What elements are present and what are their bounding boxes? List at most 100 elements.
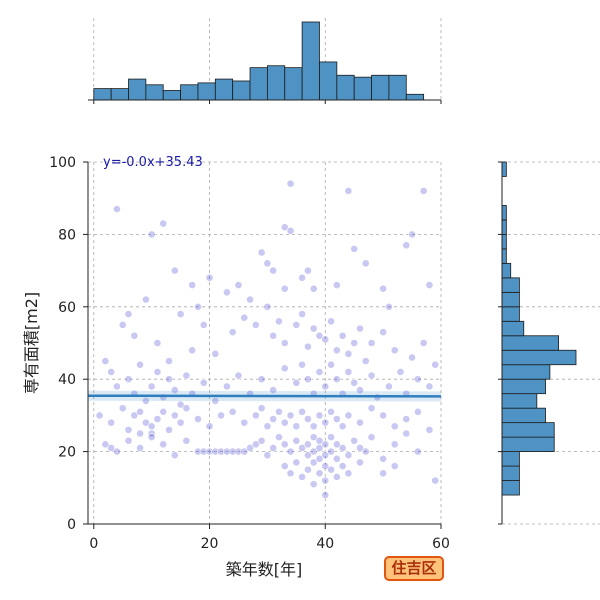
x-histogram-bar [405,93,425,101]
scatter-point [309,284,318,293]
scatter-point [344,411,353,420]
scatter-point [280,339,289,347]
scatter-point [315,469,324,478]
scatter-point [298,407,307,416]
scatter-point [408,230,416,239]
x-axis-label: 築年数[年] [226,560,303,579]
scatter-point [315,331,324,340]
scatter-point [327,447,335,456]
y-tick-label: 20 [58,445,76,461]
scatter-point [315,368,324,376]
y-tick-label: 0 [67,517,76,533]
scatter-point [130,411,139,420]
scatter-point [390,462,399,470]
scatter-point [350,378,359,387]
scatter-point [263,422,272,431]
scatter-point [188,281,197,289]
y-histogram-bar [501,248,507,264]
scatter-point [356,418,364,427]
scatter-point [425,425,434,434]
scatter-point [176,310,185,318]
scatter-point [315,454,324,463]
scatter-point [286,179,295,188]
x-tick-label: 0 [89,536,98,552]
scatter-point [332,415,341,423]
scatter-point [263,451,272,460]
scatter-point [141,418,150,427]
scatter-point [280,364,289,373]
scatter-point [327,360,335,369]
scatter-point [304,440,312,449]
scatter-point [165,375,173,384]
x-marginal-histogram [88,18,442,104]
scatter-point [321,462,330,470]
scatter-point [338,331,347,340]
scatter-point [130,331,139,340]
scatter-point [425,382,434,391]
scatter-point [321,418,330,427]
scatter-point [159,407,168,416]
scatter-point [379,469,388,478]
x-histogram-bar [301,21,320,101]
scatter-point [251,411,260,420]
scatter-point [240,313,249,322]
x-histogram-bar [353,76,372,101]
y-histogram-bar [501,480,520,496]
scatter-point [367,404,376,413]
y-histogram-bar [501,378,546,395]
scatter-point [188,346,197,355]
x-histogram-bar [266,65,286,101]
scatter-point [176,400,185,409]
x-histogram-bar [284,67,303,101]
x-histogram-bar [197,82,216,101]
scatter-point [165,425,173,434]
scatter-point [147,230,156,239]
y-histogram-bar [501,407,546,424]
scatter-point [379,328,388,337]
scatter-point [153,339,162,347]
scatter-point [292,458,301,467]
scatter-point [240,447,249,456]
scatter-point [147,433,156,442]
scatter-point [194,447,202,456]
scatter-point [107,418,116,427]
x-histogram-bar [319,61,338,101]
scatter-point [275,407,283,416]
scatter-point [315,436,324,445]
y-histogram-bar [501,161,507,177]
scatter-point [286,411,295,420]
y-histogram-bar [501,349,577,366]
scatter-point [182,371,191,380]
scatter-point [113,447,121,456]
scatter-point [309,422,318,431]
y-histogram-bar [501,205,507,221]
scatter-point [402,429,411,438]
scatter-point [113,205,121,213]
scatter-point [269,444,278,452]
scatter-point [350,339,359,347]
scatter-point [379,454,388,463]
x-histogram-bar [232,80,251,101]
scatter-point [124,436,133,445]
x-histogram-bar [93,88,112,101]
x-histogram-bar [214,78,234,101]
x-tick-label: 40 [316,536,334,552]
x-histogram-bar [128,78,147,101]
scatter-point [124,310,133,318]
scatter-point [101,440,110,449]
scatter-point [205,422,214,431]
y-histogram-bar [501,465,520,481]
y-histogram-bar [501,277,520,293]
x-histogram-bar [180,84,199,101]
scatter-point [159,440,168,449]
y-histogram-bar [501,306,520,322]
scatter-point [385,382,393,391]
scatter-point [269,415,278,423]
scatter-point [240,418,249,427]
y-tick-label: 100 [49,155,76,171]
y-histogram-bar [501,335,559,351]
x-histogram-bar [371,74,390,101]
scatter-point [141,397,150,405]
scatter-points [95,179,440,499]
scatter-point [367,371,376,380]
